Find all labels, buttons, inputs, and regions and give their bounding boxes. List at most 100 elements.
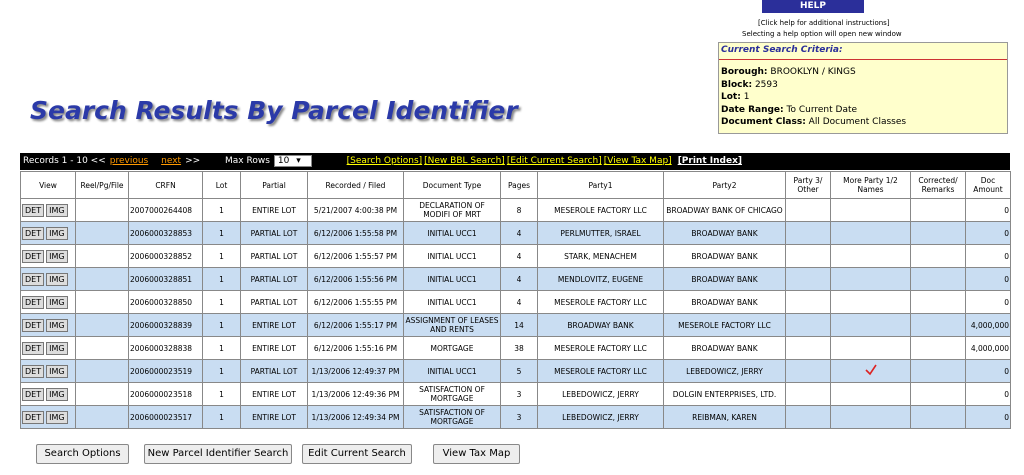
cell: MESEROLE FACTORY LLC <box>663 313 786 337</box>
cell <box>910 244 966 268</box>
row-button[interactable]: IMG <box>46 318 68 332</box>
cell: 0 <box>965 244 1011 268</box>
column-header: Party1 <box>537 171 664 199</box>
cell: PARTIAL LOT <box>240 244 308 268</box>
cell <box>75 313 129 337</box>
row-button[interactable]: DET <box>22 387 45 401</box>
criteria-item: Block: 2593 <box>719 79 1007 92</box>
row-button[interactable]: IMG <box>46 249 68 263</box>
cell <box>910 359 966 383</box>
criteria-value: BROOKLYN / KINGS <box>770 67 856 77</box>
toolbar-link[interactable]: [View Tax Map] <box>603 156 672 166</box>
cell <box>830 267 911 291</box>
cell: STARK, MENACHEM <box>537 244 664 268</box>
row-button[interactable]: DET <box>22 318 45 332</box>
row-button[interactable]: DET <box>22 249 45 263</box>
cell <box>910 198 966 222</box>
toolbar-link[interactable]: [New BBL Search] <box>424 156 505 166</box>
cell: DOLGIN ENTERPRISES, LTD. <box>663 382 786 406</box>
cell: 38 <box>500 336 538 360</box>
cell: REIBMAN, KAREN <box>663 405 786 429</box>
cell <box>910 221 966 245</box>
cell: 6/12/2006 1:55:58 PM <box>307 221 404 245</box>
max-rows-value: 10 <box>277 156 290 166</box>
row-button[interactable]: IMG <box>46 341 68 355</box>
cell: LEBEDOWICZ, JERRY <box>537 382 664 406</box>
print-index-link[interactable]: [Print Index] <box>677 156 742 166</box>
row-button[interactable]: DET <box>22 341 45 355</box>
result-row: DET IMG 2006000328852 1 PARTIAL LOT 6/12/2006… <box>20 244 1011 268</box>
row-button[interactable]: IMG <box>46 364 68 378</box>
cell <box>910 382 966 406</box>
cell: INITIAL UCC1 <box>403 244 501 268</box>
help-note: [Click help for additional instructions] <box>758 19 890 27</box>
cell <box>75 221 129 245</box>
cell: 2006000328852 <box>128 244 203 268</box>
cell: 2006000328853 <box>128 221 203 245</box>
column-header: Pages <box>500 171 538 199</box>
max-rows-label: Max Rows <box>225 156 270 166</box>
cell: PARTIAL LOT <box>240 359 308 383</box>
cell: DET IMG <box>20 221 76 245</box>
cell: DET IMG <box>20 267 76 291</box>
result-row: DET IMG 2006000328853 1 PARTIAL LOT 6/12/2006… <box>20 221 1011 245</box>
row-button[interactable]: IMG <box>46 272 68 286</box>
row-button[interactable]: DET <box>22 272 45 286</box>
cell: SATISFACTION OF MORTGAGE <box>403 405 501 429</box>
row-button[interactable]: IMG <box>46 410 68 424</box>
column-header: Document Type <box>403 171 501 199</box>
row-button[interactable]: IMG <box>46 203 68 217</box>
action-button[interactable]: View Tax Map <box>433 444 520 464</box>
row-button[interactable]: IMG <box>46 295 68 309</box>
result-row: DET IMG 2006000023517 1 ENTIRE LOT 1/13/2006 … <box>20 405 1011 429</box>
action-button[interactable]: Edit Current Search <box>302 444 412 464</box>
cell <box>910 405 966 429</box>
cell <box>75 267 129 291</box>
cell <box>830 221 911 245</box>
cell: ENTIRE LOT <box>240 405 308 429</box>
cell: MORTGAGE <box>403 336 501 360</box>
cell: PARTIAL LOT <box>240 221 308 245</box>
column-header: Party 3/ Other <box>785 171 831 199</box>
cell: 6/12/2006 1:55:55 PM <box>307 290 404 314</box>
cell: LEBEDOWICZ, JERRY <box>663 359 786 383</box>
cell <box>830 405 911 429</box>
criteria-value: To Current Date <box>786 104 858 115</box>
max-rows-select[interactable]: 10 ▾ <box>273 155 312 167</box>
cell <box>830 198 911 222</box>
cell: ENTIRE LOT <box>240 313 308 337</box>
cell: 6/12/2006 1:55:56 PM <box>307 267 404 291</box>
previous-link[interactable]: previous <box>109 156 149 166</box>
row-button[interactable]: DET <box>22 410 45 424</box>
row-button[interactable]: DET <box>22 226 45 240</box>
action-button[interactable]: Search Options <box>36 444 129 464</box>
cell <box>75 336 129 360</box>
cell: 1/13/2006 12:49:37 PM <box>307 359 404 383</box>
row-button[interactable]: IMG <box>46 226 68 240</box>
cell: ENTIRE LOT <box>240 336 308 360</box>
cell <box>830 290 911 314</box>
column-header: Recorded / Filed <box>307 171 404 199</box>
cell: PERLMUTTER, ISRAEL <box>537 221 664 245</box>
page-title: Search Results By Parcel Identifier <box>30 96 518 125</box>
row-button[interactable]: DET <box>22 364 45 378</box>
action-button[interactable]: New Parcel Identifier Search <box>144 444 292 464</box>
toolbar-link[interactable]: [Search Options] <box>346 156 423 166</box>
cell: INITIAL UCC1 <box>403 267 501 291</box>
toolbar: Records 1 - 10 << previous next >> Max Row… <box>20 153 1010 170</box>
row-button[interactable]: DET <box>22 203 45 217</box>
cell <box>830 359 911 383</box>
criteria-item: Borough: BROOKLYN / KINGS <box>719 66 1007 79</box>
cell <box>910 336 966 360</box>
toolbar-link[interactable]: [Edit Current Search] <box>506 156 602 166</box>
cell: 1 <box>202 267 241 291</box>
row-button[interactable]: DET <box>22 295 45 309</box>
next-link[interactable]: next <box>161 156 182 166</box>
column-header: Partial <box>240 171 308 199</box>
help-button[interactable]: HELP <box>762 0 864 13</box>
cell: 4,000,000 <box>965 313 1011 337</box>
search-criteria: Current Search Criteria: Borough: BROOKL… <box>718 42 1008 134</box>
row-button[interactable]: IMG <box>46 387 68 401</box>
cell: DET IMG <box>20 198 76 222</box>
cell: 2006000328851 <box>128 267 203 291</box>
